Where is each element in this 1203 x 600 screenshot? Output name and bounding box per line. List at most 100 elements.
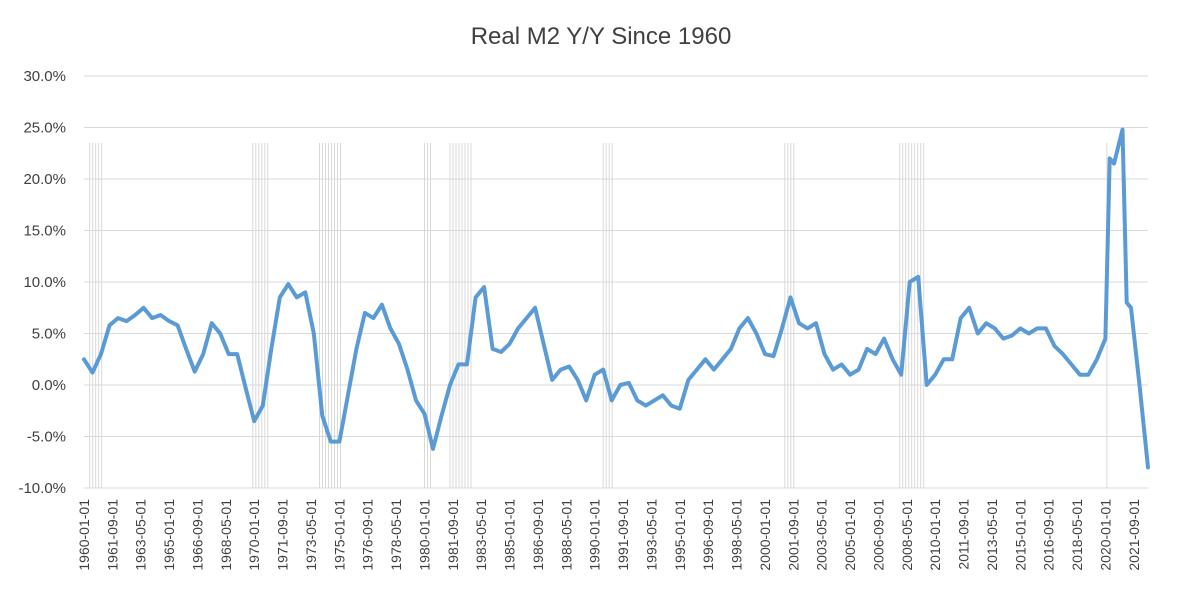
x-tick-label: 2003-05-01 (814, 499, 830, 571)
x-axis-ticks: 1960-01-01 1961-09-01 1963-05-01 1965-01-01… (76, 499, 1142, 571)
data-point (278, 295, 282, 299)
data-point (584, 398, 588, 402)
x-tick-label: 2021-09-01 (1126, 499, 1142, 571)
data-point (525, 316, 529, 320)
y-tick-label: 30.0% (23, 68, 66, 85)
data-point (976, 332, 980, 335)
series-line (82, 127, 1150, 470)
data-point (431, 447, 435, 451)
data-point (533, 306, 537, 310)
data-point (754, 332, 758, 335)
x-tick-label: 1998-05-01 (729, 499, 745, 571)
data-point (108, 323, 111, 327)
data-point (593, 373, 597, 377)
x-tick-label: 2010-01-01 (927, 499, 943, 571)
data-point (1044, 326, 1048, 330)
data-point (1112, 162, 1116, 166)
data-point (635, 398, 639, 402)
data-point (942, 357, 946, 361)
x-tick-label: 2000-01-01 (757, 499, 773, 571)
y-tick-label: -10.0% (18, 480, 66, 497)
data-point (337, 440, 341, 444)
recession-band (602, 142, 613, 488)
x-tick-label: 1971-09-01 (275, 499, 291, 571)
x-tick-label: 1993-05-01 (644, 499, 660, 571)
data-point (1010, 334, 1014, 338)
data-point (218, 332, 222, 335)
data-point (465, 362, 469, 366)
data-point (882, 337, 886, 341)
recession-band (899, 142, 925, 488)
data-point (235, 352, 239, 356)
data-point (99, 352, 103, 356)
x-tick-label: 2011-09-01 (956, 499, 972, 570)
data-point (388, 326, 392, 330)
data-point (440, 414, 443, 418)
x-tick-label: 1978-05-01 (388, 499, 404, 571)
x-tick-label: 2013-05-01 (984, 499, 1000, 571)
data-point (908, 280, 912, 284)
data-point (150, 316, 154, 320)
data-point (1001, 337, 1005, 341)
data-point (763, 352, 767, 356)
data-point (423, 412, 426, 416)
data-point (184, 347, 188, 351)
data-point (406, 368, 409, 372)
data-point (542, 342, 546, 346)
data-point (831, 368, 835, 372)
data-point (329, 440, 333, 444)
data-point (712, 368, 716, 372)
data-point (82, 357, 86, 361)
data-point (644, 404, 648, 408)
x-tick-label: 2006-09-01 (871, 499, 887, 571)
data-point (874, 352, 878, 356)
data-point (346, 393, 350, 397)
x-tick-label: 1970-01-01 (246, 499, 262, 571)
data-point (559, 368, 563, 372)
data-point (227, 352, 231, 356)
data-point (142, 306, 146, 310)
data-point (201, 352, 205, 356)
data-point (823, 352, 826, 356)
data-point (576, 378, 580, 382)
recession-band (89, 142, 103, 488)
data-point (210, 321, 214, 325)
data-point (371, 316, 375, 320)
data-point (354, 347, 358, 351)
data-point (933, 373, 937, 377)
data-point (1018, 326, 1022, 330)
data-point (252, 419, 256, 423)
x-tick-label: 1976-09-01 (360, 499, 376, 571)
x-tick-label: 1973-05-01 (303, 499, 319, 571)
data-point (789, 295, 792, 299)
data-point (303, 290, 307, 294)
data-point (508, 342, 512, 346)
data-point (1129, 306, 1133, 310)
data-point (797, 321, 801, 325)
data-point (244, 386, 248, 390)
data-point (814, 321, 818, 325)
chart-title: Real M2 Y/Y Since 1960 (471, 23, 732, 50)
series-layer (82, 127, 1150, 470)
x-tick-label: 1991-09-01 (615, 499, 631, 571)
x-tick-label: 2008-05-01 (899, 499, 915, 571)
data-point (916, 275, 920, 279)
data-point (661, 393, 665, 397)
data-point (848, 373, 852, 377)
data-point (899, 373, 903, 377)
data-point (516, 326, 520, 330)
data-point (627, 381, 631, 385)
data-point (703, 357, 707, 361)
data-point (772, 354, 775, 358)
data-point (984, 321, 988, 325)
y-tick-label: 10.0% (23, 274, 66, 291)
x-tick-label: 1960-01-01 (76, 499, 92, 571)
data-point (1095, 357, 1099, 361)
data-point (286, 282, 290, 286)
data-point (116, 316, 120, 320)
data-point (737, 326, 741, 330)
data-point (193, 370, 197, 374)
x-tick-label: 1980-01-01 (417, 499, 433, 571)
x-tick-label: 1975-01-01 (331, 499, 347, 571)
